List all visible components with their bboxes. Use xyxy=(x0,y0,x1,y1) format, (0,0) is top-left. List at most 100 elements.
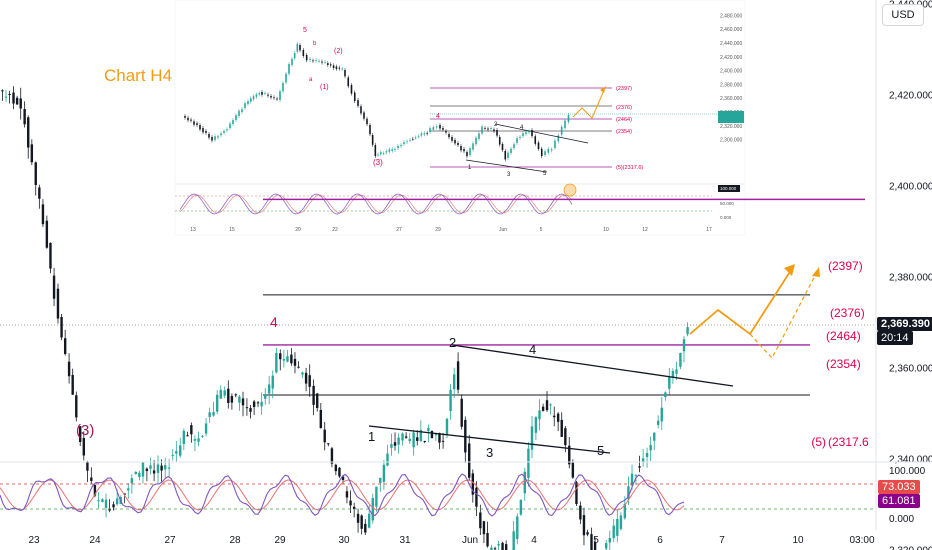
inset-candle-body xyxy=(291,58,293,65)
candle-body xyxy=(352,506,356,509)
candle-body xyxy=(641,458,645,463)
candle-body xyxy=(593,542,597,550)
candle-body xyxy=(27,117,30,148)
inset-candle-body xyxy=(457,143,459,146)
inset-price-label: 2,480.000 xyxy=(720,13,742,19)
inset-time-label: 20 xyxy=(295,227,301,233)
inset-candle-body xyxy=(490,128,492,129)
candle-body xyxy=(586,532,589,535)
wave-label-5-main: (5) xyxy=(811,435,826,449)
inset-candle-body xyxy=(264,93,266,94)
candle-body xyxy=(553,415,556,418)
stoch-d-tag: 61.081 xyxy=(878,494,920,508)
inset-price-label: 2,460.000 xyxy=(720,27,742,33)
wedge-upper-line xyxy=(451,344,734,387)
candle-body xyxy=(623,503,627,519)
inset-candle-body xyxy=(329,64,332,66)
inset-candle-body xyxy=(279,91,281,100)
inset-candle-body xyxy=(226,129,228,131)
candle-body xyxy=(634,475,638,477)
inset-candle-body xyxy=(391,149,393,151)
candle-body xyxy=(301,372,304,375)
inset-candle-body xyxy=(522,133,524,136)
wave-label-4-main: 4 xyxy=(270,314,278,330)
inset-candle-body xyxy=(217,136,219,138)
candle-body xyxy=(504,544,508,550)
inset-candle-body xyxy=(475,137,477,145)
inset-time-label: 10 xyxy=(603,227,609,233)
price-axis-label: 2,320.000 xyxy=(889,546,932,550)
candle-body xyxy=(560,419,563,437)
candle-body xyxy=(419,429,423,442)
currency-button[interactable]: USD xyxy=(882,4,924,26)
candle-body xyxy=(145,468,149,472)
inset-candle-body xyxy=(255,94,258,97)
inset-wave-3: (3) xyxy=(373,158,383,167)
candle-body xyxy=(234,394,238,396)
inset-wedge-4: 4 xyxy=(520,125,524,131)
candle-body xyxy=(275,352,278,373)
candle-body xyxy=(393,442,397,446)
wedge-point-2: 2 xyxy=(449,335,456,350)
candle-body xyxy=(401,433,404,441)
candle-body xyxy=(8,93,11,95)
inset-time-label: 12 xyxy=(642,227,648,233)
candle-body xyxy=(152,470,156,474)
candle-body xyxy=(379,477,382,483)
inset-candle-body xyxy=(409,139,411,141)
candle-body xyxy=(186,435,189,437)
candle-body xyxy=(15,97,19,105)
inset-candle-body xyxy=(519,137,521,138)
candle-body xyxy=(360,515,363,529)
time-axis-label: 4 xyxy=(531,535,537,546)
candle-body xyxy=(497,544,500,546)
candle-body xyxy=(582,515,586,536)
candle-body xyxy=(519,499,523,515)
candle-body xyxy=(304,372,308,384)
inset-candle-body xyxy=(487,128,489,130)
inset-wave-2: (2) xyxy=(334,48,343,55)
candle-body xyxy=(127,488,130,491)
inset-candle-body xyxy=(510,148,512,153)
candle-body xyxy=(245,407,249,409)
inset-candle-body xyxy=(312,60,314,62)
candle-body xyxy=(452,374,456,390)
inset-wedge-2: 2 xyxy=(494,122,498,128)
candle-body xyxy=(108,508,111,511)
wedge-lower-line xyxy=(368,425,611,454)
inset-candle-body xyxy=(385,151,388,153)
inset-wave-4: 4 xyxy=(436,113,440,120)
candle-body xyxy=(182,430,186,445)
inset-candle-body xyxy=(244,103,246,108)
time-axis-label: 24 xyxy=(89,535,101,546)
inset-time-label: 27 xyxy=(396,227,402,233)
inset-candle-body xyxy=(567,115,570,122)
candle-body xyxy=(571,462,575,478)
candle-body xyxy=(223,390,226,396)
inset-candle-body xyxy=(252,96,255,100)
candle-body xyxy=(193,439,197,441)
candle-body xyxy=(412,432,415,448)
candle-body xyxy=(616,518,619,536)
candle-body xyxy=(215,394,219,412)
candle-body xyxy=(316,393,319,408)
inset-candle-body xyxy=(214,136,216,140)
price-axis-label: 2,380.000 xyxy=(889,273,932,284)
candle-body xyxy=(630,473,634,486)
candle-body xyxy=(75,395,78,418)
time-axis-label: 29 xyxy=(274,535,286,546)
projection-alt-path xyxy=(749,269,819,360)
inset-candle-body xyxy=(288,64,290,74)
candle-body xyxy=(67,361,71,377)
inset-stoch-label: 0.000 xyxy=(720,215,732,220)
time-axis-label: 03:00 xyxy=(849,535,874,546)
inset-candle-body xyxy=(293,52,296,59)
inset-price-label: 2,400.000 xyxy=(720,69,742,75)
candle-body xyxy=(619,515,623,529)
candle-body xyxy=(160,465,163,471)
price-axis-label: 2,340.000 xyxy=(889,455,932,466)
inset-candle-body xyxy=(466,152,468,157)
candle-body xyxy=(271,375,274,389)
candle-body xyxy=(171,454,174,456)
